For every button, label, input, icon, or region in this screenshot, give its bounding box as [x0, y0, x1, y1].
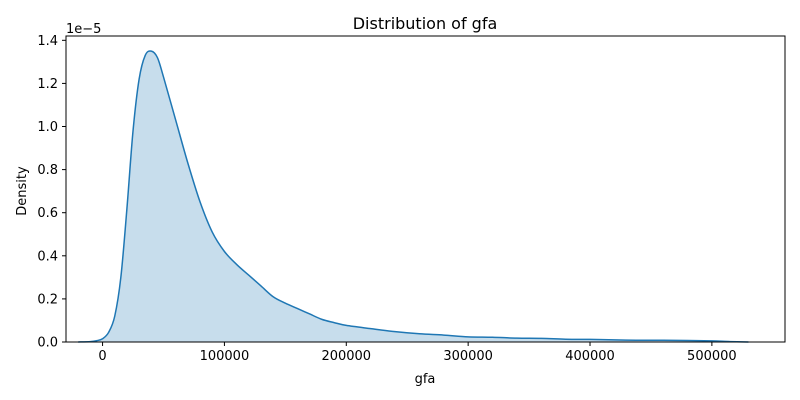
axes-frame [65, 35, 786, 343]
x-axis-label: gfa [415, 372, 436, 387]
plot-area [78, 50, 749, 343]
y-tick-label: 0.2 [37, 292, 58, 307]
y-tick-label: 0.4 [37, 249, 58, 264]
chart-title: Distribution of gfa [353, 14, 498, 33]
y-axis-scale-label: 1e−5 [66, 22, 101, 37]
x-tick-label: 0 [98, 349, 106, 364]
y-tick-label: 0.6 [37, 206, 58, 221]
y-tick-label: 0.8 [37, 163, 58, 178]
y-tick-label: 1.4 [37, 34, 58, 49]
y-axis-label: Density [15, 166, 30, 216]
x-tick-label: 300000 [443, 349, 493, 364]
y-tick-label: 1.2 [37, 77, 58, 92]
density-line [78, 50, 749, 343]
axes: 0 100000 200000 300000 400000 500000 0.0 0.2 0.4… [37, 34, 786, 364]
y-tick-label: 0.0 [37, 336, 58, 351]
x-tick-label: 100000 [200, 349, 250, 364]
x-tick-label: 500000 [687, 349, 737, 364]
y-tick-label: 1.0 [37, 120, 58, 135]
density-area-fill [78, 50, 749, 343]
x-tick-label: 400000 [565, 349, 615, 364]
x-tick-label: 200000 [321, 349, 371, 364]
